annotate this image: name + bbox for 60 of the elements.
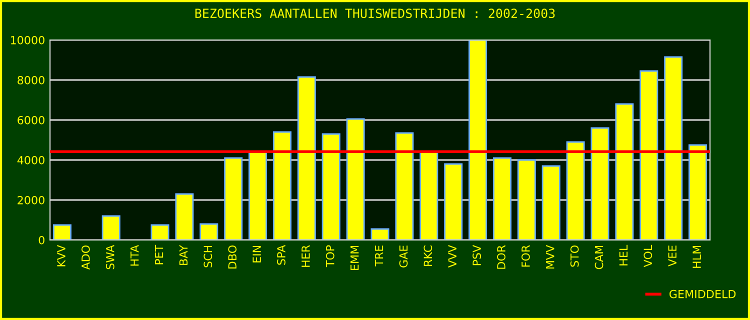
y-tick-label: 0 <box>38 236 44 244</box>
y-tick-label: 6000 <box>18 116 44 124</box>
x-tick-label: HTA <box>130 244 139 266</box>
bar <box>102 215 120 240</box>
x-tick-label: STO <box>570 245 579 267</box>
x-tick-label: SCH <box>204 246 212 268</box>
x-tick-label: VEE <box>668 246 676 266</box>
x-tick-label: SPA <box>277 244 286 265</box>
y-tick-label: 10000 <box>11 36 44 44</box>
x-tick-label: TRE <box>374 246 384 266</box>
bar <box>492 157 512 240</box>
bar <box>248 151 268 240</box>
bar <box>664 56 683 240</box>
bar <box>150 224 170 240</box>
x-tick-label: ADO <box>81 245 90 270</box>
legend-label: GEMIDDELD <box>670 290 736 298</box>
y-tick-label: 8000 <box>18 76 44 84</box>
bar <box>420 151 438 240</box>
bar <box>615 103 634 240</box>
bar <box>468 40 488 240</box>
x-tick-label: KVV <box>57 244 66 266</box>
x-tick-label: HER <box>302 245 310 267</box>
x-tick-label: MVV <box>546 244 554 269</box>
bar <box>590 127 610 240</box>
bar <box>272 131 292 240</box>
y-tick-label: 4000 <box>17 156 44 164</box>
x-tick-label: BAY <box>179 244 188 265</box>
bar <box>395 132 414 240</box>
x-tick-label: EMM <box>350 246 359 270</box>
bar <box>640 70 658 240</box>
bar <box>370 228 390 240</box>
x-tick-label: DOR <box>497 245 506 269</box>
x-tick-label: DBO <box>228 245 237 268</box>
bar <box>517 159 536 240</box>
bar <box>322 133 340 240</box>
x-tick-label: HEL <box>619 244 628 266</box>
x-tick-label: RKC <box>424 245 432 266</box>
bar <box>542 165 560 240</box>
bar <box>175 193 194 240</box>
bar <box>224 157 243 240</box>
chart-title: BEZOEKERS AANTALLEN THUISWEDSTRIJDEN : 2002-2003 <box>195 8 555 18</box>
x-tick-label: GAE <box>399 246 408 268</box>
bar <box>444 163 463 240</box>
bar <box>52 224 72 240</box>
bar <box>346 118 365 240</box>
bar <box>200 223 218 240</box>
x-tick-label: EIN <box>252 246 261 262</box>
x-tick-label: CAM <box>594 246 604 270</box>
bar <box>688 144 708 240</box>
x-tick-label: SWA <box>106 244 114 270</box>
x-tick-label: PET <box>154 244 164 264</box>
x-tick-label: TOP <box>326 245 334 268</box>
x-tick-label: FOR <box>521 245 530 267</box>
x-tick-label: VVV <box>448 244 456 268</box>
x-tick-label: VOL <box>644 244 652 268</box>
y-tick-label: 2000 <box>18 196 44 204</box>
bar <box>566 141 585 240</box>
bar <box>297 76 316 240</box>
x-tick-label: HLM <box>692 246 701 268</box>
x-tick-label: PSV <box>472 244 481 266</box>
